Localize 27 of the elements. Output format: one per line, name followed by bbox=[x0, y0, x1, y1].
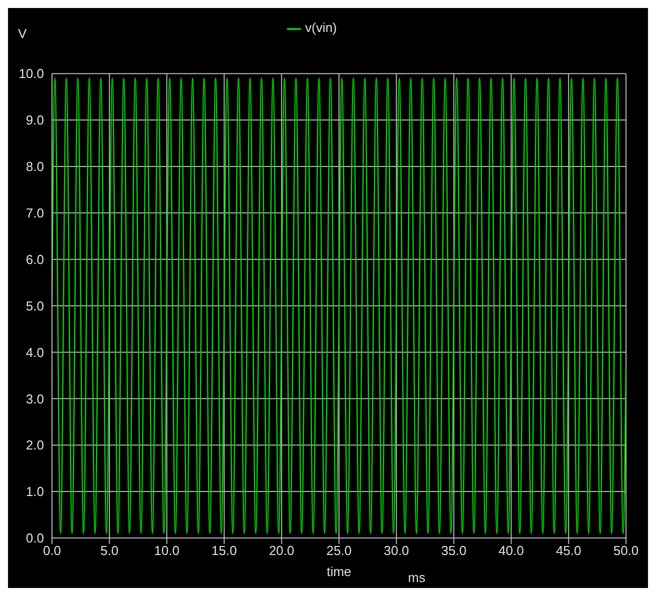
x-tick-label: 20.0 bbox=[268, 543, 294, 558]
x-tick-label: 50.0 bbox=[613, 543, 639, 558]
y-tick-label: 4.0 bbox=[26, 344, 44, 360]
x-tick-label: 0.0 bbox=[42, 543, 62, 558]
line-series bbox=[52, 78, 626, 534]
x-tick-label: 45.0 bbox=[556, 543, 582, 558]
x-tick-label: 40.0 bbox=[498, 543, 524, 558]
y-tick-label: 8.0 bbox=[26, 159, 44, 174]
text: ms bbox=[408, 570, 426, 585]
x-tick-label: 15.0 bbox=[212, 543, 237, 558]
legend-label: v(vin) bbox=[305, 20, 337, 35]
y-tick-label: 0.0 bbox=[26, 530, 44, 546]
y-tick-label: 7.0 bbox=[26, 206, 44, 221]
x-tick-label: 30.0 bbox=[384, 543, 410, 558]
x-tick-label: 5.0 bbox=[100, 543, 118, 558]
y-axis-title: V bbox=[18, 26, 27, 41]
x-axis-title: time bbox=[326, 564, 352, 579]
y-tick-label: 10.0 bbox=[18, 66, 44, 82]
y-tick-label: 1.0 bbox=[26, 484, 44, 500]
x-tick-label: 10.0 bbox=[154, 543, 180, 558]
y-tick-label: 9.0 bbox=[26, 112, 44, 128]
y-tick-label: 3.0 bbox=[26, 391, 44, 406]
x-tick-label: 35.0 bbox=[441, 543, 466, 558]
y-tick-label: 6.0 bbox=[26, 252, 44, 267]
y-tick-label: 2.0 bbox=[26, 438, 44, 453]
x-tick-label: 25.0 bbox=[326, 543, 352, 558]
y-tick-label: 5.0 bbox=[26, 298, 44, 314]
